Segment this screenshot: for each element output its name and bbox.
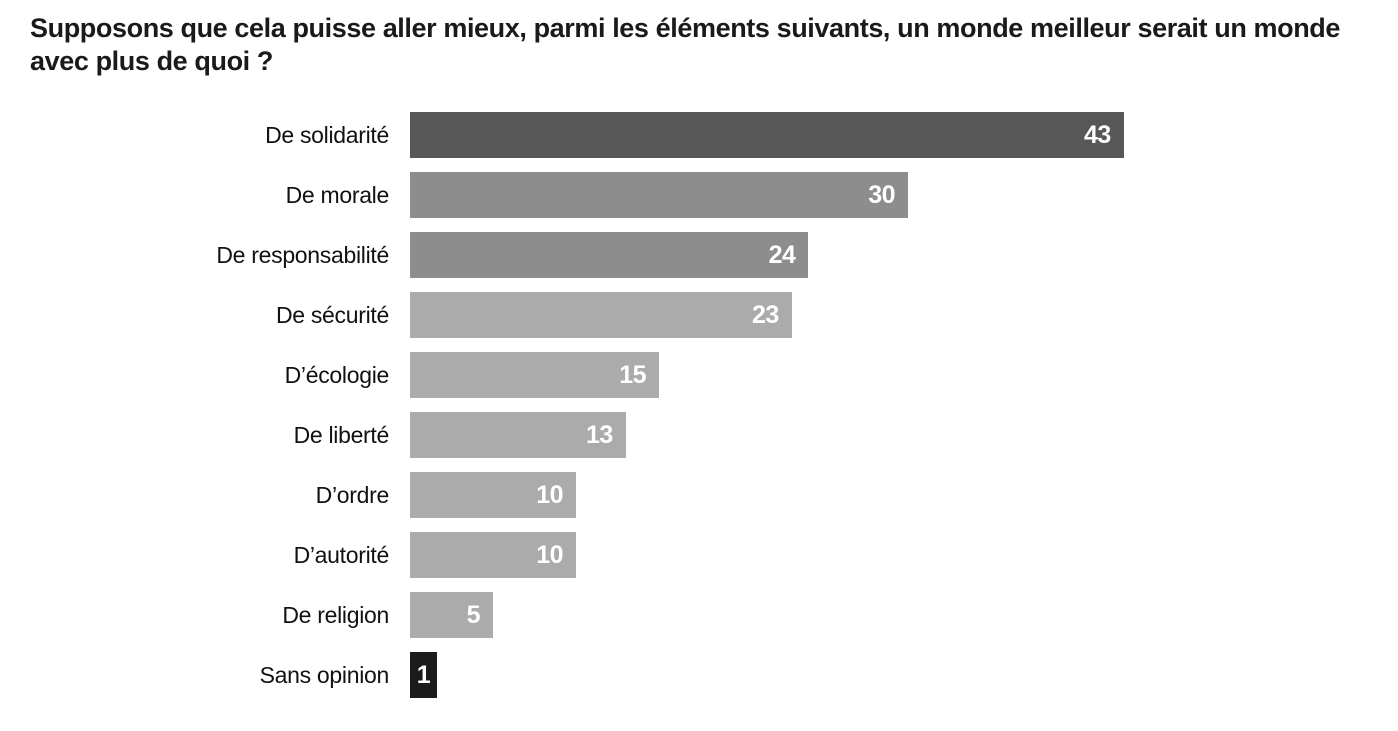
- category-label: De morale: [285, 181, 390, 208]
- bar: 15: [410, 352, 659, 398]
- bar-chart: De solidarité 43 De morale 30 De responsabil…: [0, 112, 1398, 712]
- category-label: De sécurité: [275, 301, 389, 328]
- bar-track: 15: [410, 352, 1398, 398]
- category-label: De solidarité: [265, 121, 389, 148]
- chart-row: De liberté 13: [0, 412, 1398, 458]
- value-label: 15: [619, 360, 646, 389]
- value-label: 10: [536, 480, 563, 509]
- category-label: De responsabilité: [216, 241, 389, 268]
- bar-track: 10: [410, 472, 1398, 518]
- category-label: De religion: [282, 601, 389, 628]
- chart-row: D’autorité 10: [0, 532, 1398, 578]
- bar: 24: [410, 232, 809, 278]
- chart-row: De morale 30: [0, 172, 1398, 218]
- chart-row: De sécurité 23: [0, 292, 1398, 338]
- category-label: De liberté: [293, 421, 390, 448]
- chart-row: De religion 5: [0, 592, 1398, 638]
- value-label: 24: [768, 240, 796, 269]
- value-label: 5: [466, 600, 481, 629]
- chart-row: De responsabilité 24: [0, 232, 1398, 278]
- value-label: 13: [585, 420, 613, 449]
- value-label: 1: [416, 660, 431, 689]
- chart-title: Supposons que cela puisse aller mieux, p…: [30, 13, 1341, 76]
- bar-track: 10: [410, 532, 1398, 578]
- value-label: 23: [751, 300, 779, 329]
- value-label: 10: [536, 540, 563, 569]
- bar-track: 1: [410, 652, 1398, 698]
- bar: 10: [410, 532, 576, 578]
- bar: 10: [410, 472, 576, 518]
- category-label: D’ordre: [315, 481, 390, 508]
- chart-row: De solidarité 43: [0, 112, 1398, 158]
- chart-row: D’écologie 15: [0, 352, 1398, 398]
- chart-row: D’ordre 10: [0, 472, 1398, 518]
- value-label: 30: [868, 180, 895, 209]
- bar-track: 24: [410, 232, 1398, 278]
- bar: 23: [410, 292, 792, 338]
- bar: 13: [410, 412, 626, 458]
- bar-track: 13: [410, 412, 1398, 458]
- category-label: D’autorité: [293, 541, 390, 568]
- bar: 30: [410, 172, 908, 218]
- bar-track: 23: [410, 292, 1398, 338]
- bar-track: 43: [410, 112, 1398, 158]
- bar: 1: [410, 652, 437, 698]
- value-label: 43: [1083, 120, 1111, 149]
- category-label: Sans opinion: [259, 661, 390, 688]
- bar-track: 30: [410, 172, 1398, 218]
- category-label: D’écologie: [284, 361, 390, 388]
- chart-row: Sans opinion 1: [0, 652, 1398, 698]
- bar: 5: [410, 592, 493, 638]
- bar: 43: [410, 112, 1124, 158]
- bar-track: 5: [410, 592, 1398, 638]
